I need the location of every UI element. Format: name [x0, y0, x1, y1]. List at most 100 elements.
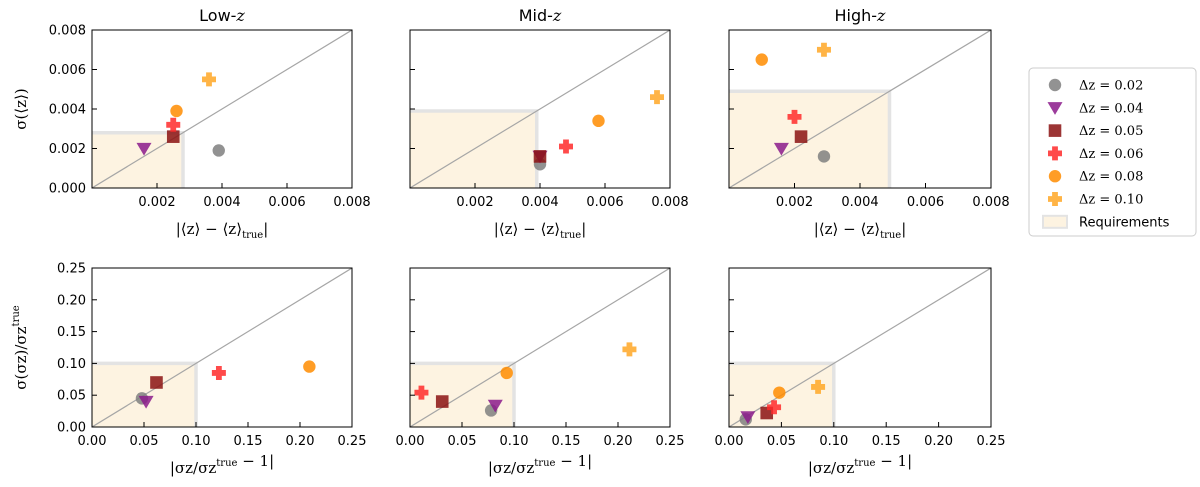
data-point-dz010 — [202, 72, 216, 87]
legend-marker-requirements — [1042, 214, 1068, 229]
data-point-dz005 — [533, 150, 547, 163]
x-tick-label: 0.002 — [138, 195, 175, 210]
x-tick-label: 0.008 — [651, 195, 688, 210]
x-tick-label: 0.006 — [907, 195, 944, 210]
panel-title: Low-z — [199, 6, 245, 25]
data-point-dz010 — [816, 42, 831, 57]
legend-label: Δz = 0.08 — [1079, 170, 1143, 185]
x-tick-label: 0.00 — [396, 434, 425, 449]
x-tick-label: 0.10 — [182, 434, 211, 449]
legend-marker-dz010 — [1048, 192, 1062, 206]
data-point-dz008 — [500, 366, 513, 380]
x-tick-label: 0.006 — [586, 195, 623, 210]
data-point-dz006 — [559, 139, 573, 154]
legend-frame — [1028, 67, 1197, 237]
x-tick-label: 0.002 — [776, 195, 813, 210]
data-point-dz008 — [773, 386, 786, 399]
data-point-dz006 — [787, 109, 802, 124]
y-axis-label: σ(σz)/σztrue — [11, 305, 30, 390]
y-tick-label: 0.00 — [57, 421, 86, 436]
x-tick-label: 0.15 — [234, 434, 263, 449]
data-point-dz005 — [150, 376, 163, 389]
legend-label: Δz = 0.02 — [1079, 79, 1143, 94]
data-point-dz005 — [435, 395, 449, 408]
legend-item-requirements: Requirements — [1042, 214, 1170, 230]
identity-line — [92, 268, 352, 427]
y-tick-label: 0.15 — [57, 325, 86, 340]
x-tick-label: 0.00 — [715, 434, 744, 449]
x-tick-label: 0.25 — [977, 434, 1006, 449]
legend-marker-dz002 — [1048, 78, 1062, 92]
data-point-dz004 — [138, 395, 154, 409]
panel-title: High-z — [835, 6, 887, 25]
data-point-dz004 — [136, 142, 152, 156]
data-point-dz008 — [303, 360, 316, 373]
panel-row1-col2: 0.00 0.05 0.10 0.15 0.20 0.25 |σz/σztrue − 1| — [715, 267, 1006, 477]
panel-row1-col1: 0.00 0.05 0.10 0.15 0.20 0.25 |σz/σztrue − 1| — [396, 267, 685, 477]
data-point-dz006 — [414, 385, 429, 400]
data-point-dz005 — [166, 130, 180, 143]
x-tick-label: 0.10 — [819, 434, 848, 449]
legend-label: Requirements — [1079, 215, 1170, 230]
panel-low-z: 0.002 0.004 0.006 0.008 0.000 0.002 0.004 0.006… — [12, 6, 371, 241]
y-tick-label: 0.25 — [57, 262, 86, 277]
axes-frame — [728, 267, 992, 428]
axes-frame — [409, 267, 671, 428]
data-point-dz002 — [212, 144, 225, 157]
data-point-dz006 — [767, 400, 782, 415]
x-tick-label: 0.25 — [656, 434, 685, 449]
y-tick-label: 0.004 — [49, 103, 86, 118]
x-tick-label: 0.20 — [286, 434, 315, 449]
y-tick-label: 0.006 — [49, 63, 86, 78]
panel-mid-z: 0.002 0.004 0.006 0.008 Mid-z |⟨z⟩ − ⟨z⟩true| — [409, 6, 689, 241]
y-tick-label: 0.008 — [49, 24, 86, 39]
data-point-dz004 — [773, 142, 789, 156]
data-point-dz008 — [170, 104, 183, 118]
y-axis-label: σ(⟨z⟩) — [12, 88, 30, 130]
y-tick-label: 0.05 — [57, 389, 86, 404]
x-tick-label: 0.008 — [333, 195, 370, 210]
legend-marker-dz005 — [1048, 124, 1062, 137]
data-point-dz004 — [740, 411, 756, 424]
x-axis-label: |σz/σztrue − 1| — [488, 452, 592, 477]
legend-label: Δz = 0.06 — [1079, 147, 1143, 162]
x-tick-label: 0.05 — [767, 434, 796, 449]
panels: 0.002 0.004 0.006 0.008 0.000 0.002 0.004 0.006… — [11, 6, 1010, 477]
x-tick-label: 0.008 — [972, 195, 1009, 210]
data-point-dz002 — [817, 150, 831, 163]
y-tick-label: 0.000 — [49, 182, 86, 197]
x-tick-label: 0.004 — [203, 195, 240, 210]
y-tick-label: 0.10 — [57, 357, 86, 372]
x-tick-label: 0.004 — [841, 195, 878, 210]
data-point-dz006 — [211, 365, 226, 380]
x-tick-label: 0.006 — [268, 195, 305, 210]
data-point-dz006 — [166, 117, 181, 132]
legend-item-dz010: Δz = 0.10 — [1048, 192, 1143, 208]
legend-marker-dz004 — [1047, 102, 1063, 115]
legend-marker-dz008 — [1048, 170, 1062, 183]
x-tick-label: 0.15 — [872, 434, 901, 449]
identity-line — [410, 268, 670, 427]
x-tick-label: 0.05 — [448, 434, 477, 449]
x-axis-label: |⟨z⟩ − ⟨z⟩true| — [176, 220, 269, 241]
x-tick-label: 0.25 — [338, 434, 367, 449]
axes-frame — [91, 267, 353, 428]
data-point-dz010 — [811, 379, 826, 394]
y-tick-label: 0.20 — [57, 293, 86, 308]
x-tick-label: 0.20 — [924, 434, 953, 449]
panel-high-z: 0.002 0.004 0.006 0.008 High-z |⟨z⟩ − ⟨z⟩true… — [728, 6, 1010, 241]
legend: Δz = 0.02 Δz = 0.04 Δz = 0.05 Δz = 0.06 Δz =… — [1028, 67, 1197, 237]
x-axis-label: |σz/σztrue − 1| — [808, 452, 912, 477]
legend-item-dz006: Δz = 0.06 — [1048, 146, 1143, 162]
data-point-dz010 — [622, 342, 637, 357]
x-tick-label: 0.10 — [500, 434, 529, 449]
data-point-dz010 — [650, 90, 664, 105]
x-tick-label: 0.002 — [456, 195, 493, 210]
identity-line — [92, 30, 352, 188]
x-axis-label: |⟨z⟩ − ⟨z⟩true| — [494, 220, 587, 241]
legend-label: Δz = 0.10 — [1079, 193, 1143, 208]
legend-label: Δz = 0.05 — [1079, 124, 1143, 139]
legend-item-dz008: Δz = 0.08 — [1048, 170, 1143, 185]
y-tick-label: 0.002 — [49, 142, 86, 157]
